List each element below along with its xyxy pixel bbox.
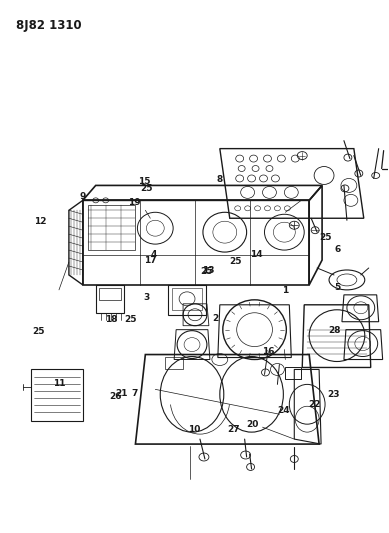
Text: 16: 16 xyxy=(262,347,274,356)
Text: 28: 28 xyxy=(328,326,340,335)
Text: 4: 4 xyxy=(151,251,157,260)
Text: 27: 27 xyxy=(227,425,240,434)
Text: 25: 25 xyxy=(229,257,241,265)
Bar xyxy=(172,288,202,310)
Bar xyxy=(165,357,183,369)
Text: 15: 15 xyxy=(138,177,151,186)
Text: 20: 20 xyxy=(246,420,259,429)
Text: 25: 25 xyxy=(124,315,137,324)
Text: 9: 9 xyxy=(79,192,86,201)
Text: 7: 7 xyxy=(131,389,138,398)
Text: 21: 21 xyxy=(115,389,127,398)
Text: 25: 25 xyxy=(320,233,332,242)
Bar xyxy=(31,369,83,421)
Bar xyxy=(286,367,301,379)
Bar xyxy=(168,285,206,315)
Text: 12: 12 xyxy=(34,217,46,226)
Text: 5: 5 xyxy=(334,283,340,292)
Text: 25: 25 xyxy=(32,327,44,336)
Text: 17: 17 xyxy=(144,256,156,265)
Text: 26: 26 xyxy=(109,392,122,401)
Text: 14: 14 xyxy=(250,251,263,260)
Text: 3: 3 xyxy=(143,293,149,302)
Text: 8J82 1310: 8J82 1310 xyxy=(16,19,82,33)
Text: 6: 6 xyxy=(334,245,340,254)
Text: 22: 22 xyxy=(308,400,321,409)
Text: 19: 19 xyxy=(128,198,141,207)
Text: 23: 23 xyxy=(327,390,340,399)
Text: 10: 10 xyxy=(188,425,201,434)
Text: 25: 25 xyxy=(140,183,152,192)
Text: 11: 11 xyxy=(53,378,66,387)
Text: 18: 18 xyxy=(105,315,118,324)
Text: 24: 24 xyxy=(277,406,290,415)
Bar xyxy=(88,205,135,250)
Bar xyxy=(96,285,124,313)
Text: 8: 8 xyxy=(217,174,223,183)
Text: 1: 1 xyxy=(282,286,288,295)
Text: 2: 2 xyxy=(213,314,219,323)
Text: 25: 25 xyxy=(200,268,212,276)
Bar xyxy=(99,288,121,300)
Text: 13: 13 xyxy=(202,266,214,275)
